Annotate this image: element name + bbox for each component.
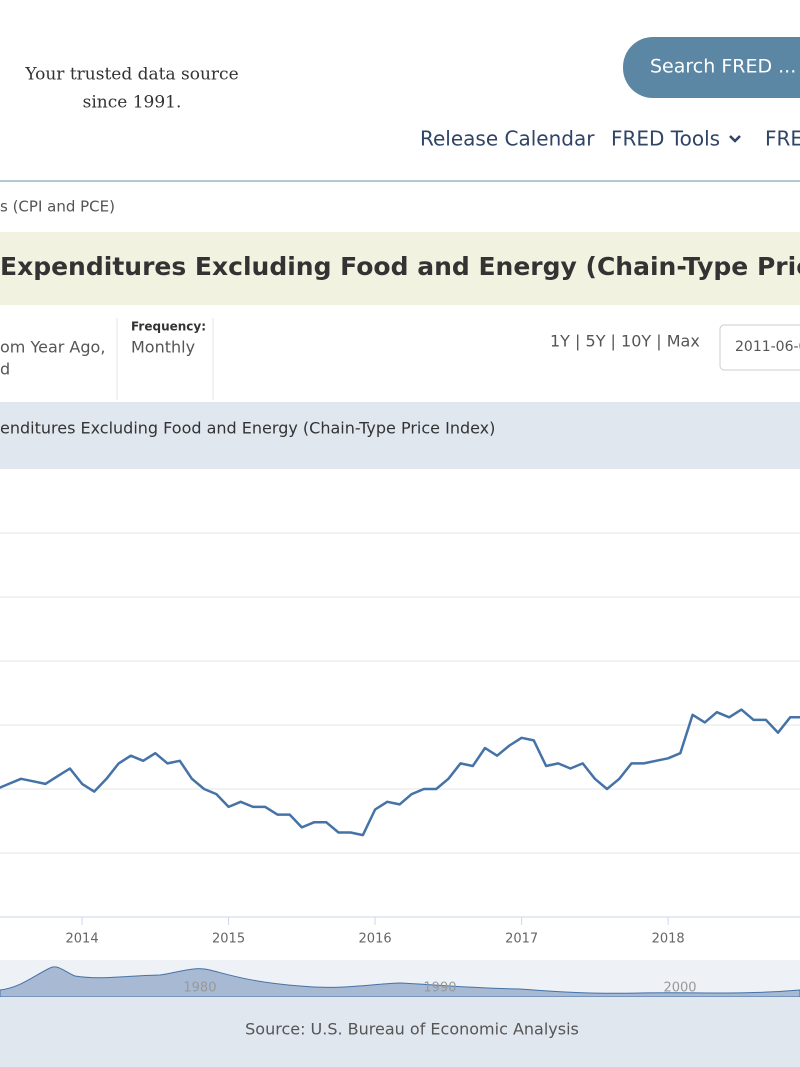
tagline: since 1991. <box>83 93 182 113</box>
footer-band <box>0 997 800 1067</box>
search-button[interactable] <box>623 37 800 98</box>
navigator-label: 1980 <box>183 981 216 996</box>
tagline: Your trusted data source <box>24 65 238 85</box>
navigator-label: 1990 <box>423 981 456 996</box>
chart-header <box>0 402 800 469</box>
frequency-label: Frequency: <box>131 320 206 334</box>
nav-link[interactable]: FRED Tools <box>611 127 720 151</box>
date-input[interactable] <box>719 324 800 371</box>
navigator-axis: 1980 1990 2000 <box>183 981 696 996</box>
x-tick-label: 2018 <box>652 932 685 947</box>
chart-title: enditures Excluding Food and Energy (Cha… <box>0 419 495 438</box>
x-tick-label: 2016 <box>359 932 392 947</box>
x-tick-label: 2014 <box>66 932 99 947</box>
nav-link[interactable]: FRE <box>765 127 800 151</box>
navigator-label: 2000 <box>663 981 696 996</box>
search-label[interactable]: Search FRED ... <box>650 56 796 78</box>
x-tick-label: 2017 <box>505 932 538 947</box>
date-input-text[interactable]: 2011-06-0 <box>735 339 800 355</box>
breadcrumb[interactable]: s (CPI and PCE) <box>0 198 115 216</box>
series-line <box>0 708 800 837</box>
frequency-value: Monthly <box>131 338 195 357</box>
units: d <box>0 360 10 379</box>
title-band <box>0 232 800 305</box>
x-tick-label: 2015 <box>212 932 245 947</box>
plot-background <box>0 469 800 917</box>
plot: 2014 2015 2016 2017 2018 <box>0 469 800 947</box>
series-title: Expenditures Excluding Food and Energy (… <box>0 252 800 281</box>
nav-link[interactable]: Release Calendar <box>420 127 595 151</box>
range-buttons[interactable]: 1Y | 5Y | 10Y | Max <box>550 332 700 351</box>
chevron[interactable] <box>729 135 741 143</box>
source: Source: U.S. Bureau of Economic Analysis <box>245 1020 579 1039</box>
units: om Year Ago, <box>0 338 105 357</box>
navigator-area <box>0 966 800 998</box>
